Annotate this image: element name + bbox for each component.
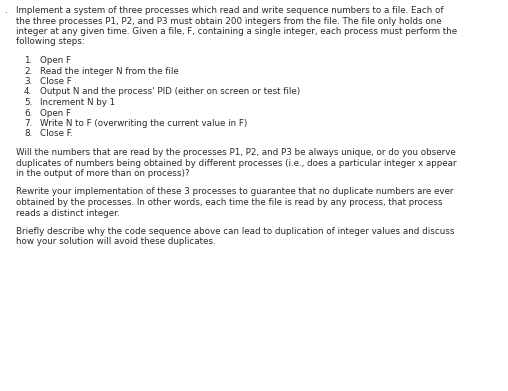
Text: Output N and the process' PID (either on screen or test file): Output N and the process' PID (either on… [40,88,300,97]
Text: Open F: Open F [40,56,71,65]
Text: reads a distinct integer.: reads a distinct integer. [16,208,119,217]
Text: Open F: Open F [40,108,71,118]
Text: duplicates of numbers being obtained by different processes (i.e., does a partic: duplicates of numbers being obtained by … [16,158,457,167]
Text: the three processes P1, P2, and P3 must obtain 200 integers from the file. The f: the three processes P1, P2, and P3 must … [16,16,441,25]
Text: following steps:: following steps: [16,38,85,47]
Text: 2.: 2. [24,66,32,75]
Text: Read the integer N from the file: Read the integer N from the file [40,66,179,75]
Text: 5.: 5. [24,98,32,107]
Text: Rewrite your implementation of these 3 processes to guarantee that no duplicate : Rewrite your implementation of these 3 p… [16,188,454,197]
Text: Will the numbers that are read by the processes P1, P2, and P3 be always unique,: Will the numbers that are read by the pr… [16,148,456,157]
Text: how your solution will avoid these duplicates.: how your solution will avoid these dupli… [16,237,215,246]
Text: integer at any given time. Given a file, F, containing a single integer, each pr: integer at any given time. Given a file,… [16,27,457,36]
Text: Close F: Close F [40,77,72,86]
Text: obtained by the processes. In other words, each time the file is read by any pro: obtained by the processes. In other word… [16,198,442,207]
Text: 4.: 4. [24,88,32,97]
Text: 8.: 8. [24,129,32,138]
Text: Write N to F (overwriting the current value in F): Write N to F (overwriting the current va… [40,119,247,128]
Text: 1.: 1. [24,56,32,65]
Text: 3.: 3. [24,77,32,86]
Text: Briefly describe why the code sequence above can lead to duplication of integer : Briefly describe why the code sequence a… [16,227,455,236]
Text: in the output of more than on process)?: in the output of more than on process)? [16,169,189,178]
Text: 6.: 6. [24,108,32,118]
Text: Increment N by 1: Increment N by 1 [40,98,115,107]
Text: 7.: 7. [24,119,32,128]
Text: Close F.: Close F. [40,129,73,138]
Text: .: . [4,6,7,15]
Text: Implement a system of three processes which read and write sequence numbers to a: Implement a system of three processes wh… [16,6,443,15]
